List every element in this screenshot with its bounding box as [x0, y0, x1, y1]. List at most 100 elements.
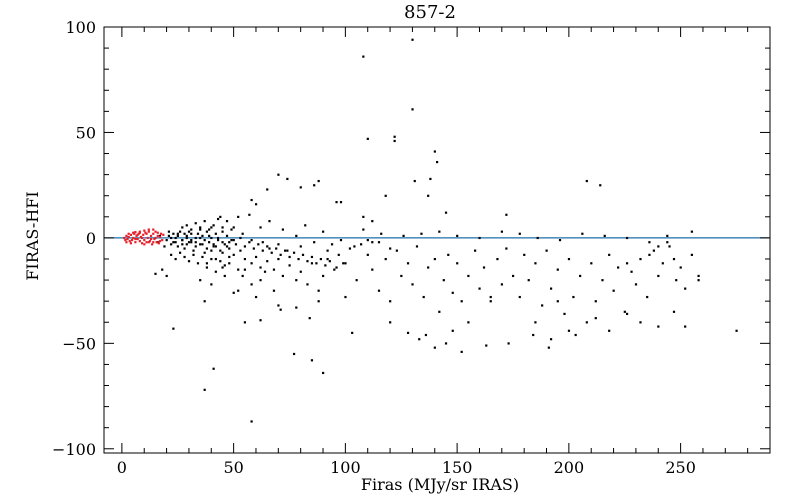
- black-point: [277, 173, 280, 176]
- black-point: [277, 257, 280, 261]
- red-point: [156, 234, 159, 237]
- black-point: [295, 279, 298, 282]
- black-point: [406, 331, 410, 334]
- red-point: [125, 234, 128, 237]
- black-point: [507, 342, 510, 345]
- black-point: [221, 266, 224, 269]
- black-point: [317, 289, 320, 292]
- x-tick-label: 250: [665, 458, 696, 477]
- red-point: [138, 240, 141, 243]
- black-point: [210, 257, 213, 261]
- black-point: [436, 160, 439, 164]
- red-point: [145, 232, 148, 235]
- black-point: [429, 177, 432, 181]
- black-point: [174, 257, 177, 261]
- black-point: [306, 283, 309, 286]
- black-point: [210, 226, 213, 229]
- black-point: [456, 262, 459, 265]
- black-point: [444, 342, 448, 345]
- black-point: [241, 232, 244, 235]
- red-point: [137, 232, 140, 235]
- black-point: [174, 236, 177, 240]
- black-point: [178, 251, 182, 254]
- black-point: [205, 262, 209, 265]
- black-point: [212, 224, 215, 227]
- black-point: [279, 253, 282, 256]
- black-point: [451, 291, 454, 294]
- black-point: [634, 283, 638, 286]
- black-point: [237, 268, 240, 271]
- red-point: [143, 243, 146, 246]
- black-point: [228, 262, 231, 265]
- black-point: [203, 300, 206, 303]
- black-point: [518, 295, 521, 299]
- black-point: [422, 295, 425, 299]
- black-point: [210, 236, 213, 240]
- black-point: [447, 253, 450, 256]
- red-point: [145, 241, 148, 244]
- black-point: [661, 262, 664, 265]
- black-point: [657, 245, 660, 248]
- black-point: [228, 247, 231, 250]
- black-point: [194, 236, 197, 240]
- black-point: [208, 234, 211, 237]
- black-point: [174, 241, 177, 244]
- black-point: [292, 352, 296, 356]
- black-point: [433, 150, 436, 153]
- black-point: [259, 266, 262, 269]
- black-point: [170, 236, 173, 240]
- black-point: [672, 310, 676, 313]
- black-point: [241, 274, 244, 278]
- black-point: [183, 255, 186, 259]
- black-point: [601, 279, 604, 282]
- black-point: [203, 220, 206, 223]
- black-point: [172, 232, 175, 235]
- red-point: [156, 231, 159, 234]
- black-point: [194, 222, 197, 225]
- black-point: [216, 236, 220, 240]
- black-point: [532, 333, 535, 337]
- red-point: [152, 232, 155, 235]
- black-point: [355, 279, 358, 282]
- red-point: [148, 240, 152, 243]
- black-point: [518, 232, 521, 235]
- black-point: [690, 230, 693, 233]
- black-point: [556, 268, 559, 271]
- black-point: [192, 249, 195, 252]
- black-point: [214, 232, 217, 235]
- black-point: [199, 228, 202, 231]
- red-point: [147, 241, 150, 244]
- black-point: [585, 321, 588, 324]
- black-point: [266, 188, 269, 191]
- black-point: [675, 279, 678, 282]
- black-point: [212, 367, 215, 370]
- black-point: [395, 249, 398, 252]
- black-point: [181, 239, 184, 242]
- black-point: [199, 236, 202, 240]
- black-point: [335, 266, 338, 269]
- black-point: [371, 220, 374, 223]
- black-point: [310, 255, 314, 259]
- black-point: [362, 215, 365, 219]
- black-point: [646, 295, 649, 299]
- black-point: [156, 241, 159, 244]
- black-point: [185, 224, 188, 227]
- black-point: [232, 253, 235, 256]
- black-point: [366, 253, 369, 256]
- x-tick-label: 200: [554, 458, 585, 477]
- black-point: [362, 228, 365, 231]
- black-point: [585, 179, 588, 183]
- black-point: [277, 304, 280, 307]
- red-point: [144, 231, 147, 234]
- red-point: [132, 231, 135, 234]
- black-point: [201, 234, 204, 237]
- black-point: [478, 236, 481, 240]
- chart-title: 857-2: [404, 2, 456, 23]
- red-point: [152, 228, 155, 231]
- red-point: [147, 230, 150, 233]
- black-point: [275, 247, 278, 250]
- black-point: [266, 260, 269, 263]
- black-point: [297, 257, 300, 261]
- black-point: [556, 300, 559, 303]
- black-point: [467, 274, 470, 278]
